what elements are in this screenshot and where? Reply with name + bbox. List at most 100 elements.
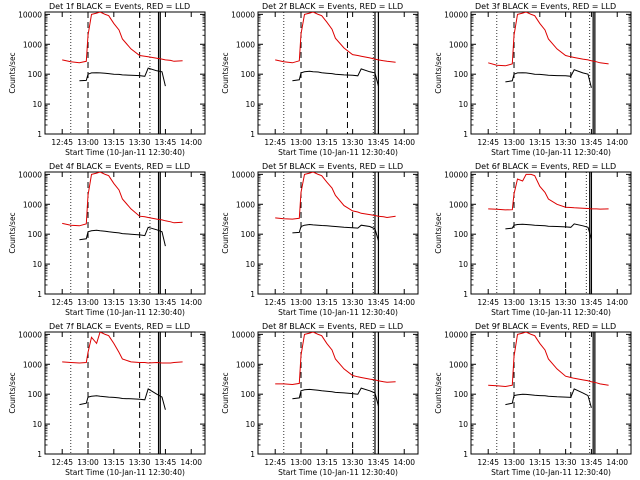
plot-frame <box>44 331 206 455</box>
x-tick-label: 13:15 <box>529 458 551 467</box>
y-tick-label: 100 <box>454 70 469 79</box>
y-tick-label: 10 <box>32 260 42 269</box>
series-lld-line <box>62 172 183 227</box>
series-events-line <box>505 388 592 408</box>
x-tick-label: 13:00 <box>290 138 312 147</box>
x-tick-label: 12:45 <box>477 458 499 467</box>
y-tick-label: 1 <box>463 450 468 459</box>
y-tick-label: 100 <box>454 390 469 399</box>
plot-frame <box>44 171 206 295</box>
x-tick-label: 13:00 <box>77 138 99 147</box>
x-tick-label: 13:30 <box>129 138 151 147</box>
x-tick-label: 13:45 <box>155 138 177 147</box>
panel-det-7: Det 7f BLACK = Events, RED = LLD 1 10 100 10… <box>8 322 206 477</box>
x-tick-label: 12:45 <box>51 138 73 147</box>
y-tick-label: 10 <box>458 100 468 109</box>
series-lld-line <box>488 12 609 67</box>
y-tick-label: 1000 <box>449 360 468 369</box>
y-tick-label: 100 <box>454 230 469 239</box>
panel-title: Det 3f BLACK = Events, RED = LLD <box>475 2 616 11</box>
x-tick-label: 12:45 <box>264 458 286 467</box>
x-tick-label: 13:15 <box>103 138 125 147</box>
y-tick-label: 10000 <box>231 170 255 179</box>
x-axis-label: Start Time (10-Jan-11 12:30:40) <box>65 148 185 157</box>
y-axis-label: Counts/sec <box>221 212 230 253</box>
x-tick-label: 13:15 <box>529 138 551 147</box>
y-tick-label: 10 <box>32 420 42 429</box>
x-tick-label: 13:00 <box>290 298 312 307</box>
x-tick-label: 14:00 <box>393 138 415 147</box>
x-tick-label: 14:00 <box>393 458 415 467</box>
y-tick-label: 1 <box>250 130 255 139</box>
series-events-line <box>505 69 592 88</box>
x-tick-label: 14:00 <box>606 298 628 307</box>
x-tick-label: 13:15 <box>316 138 338 147</box>
panel-title: Det 7f BLACK = Events, RED = LLD <box>49 322 190 331</box>
y-tick-label: 1000 <box>23 200 42 209</box>
x-tick-label: 13:45 <box>155 298 177 307</box>
y-tick-label: 1 <box>463 130 468 139</box>
y-tick-label: 10 <box>458 420 468 429</box>
x-axis-label: Start Time (10-Jan-11 12:30:40) <box>278 308 398 317</box>
x-tick-label: 13:30 <box>129 458 151 467</box>
series-events-line <box>505 223 592 239</box>
y-tick-label: 1000 <box>23 360 42 369</box>
plot-frame <box>470 171 632 295</box>
y-tick-label: 10 <box>32 100 42 109</box>
x-tick-label: 14:00 <box>393 298 415 307</box>
y-tick-label: 1000 <box>23 40 42 49</box>
series-lld-line <box>62 332 183 364</box>
panel-title: Det 5f BLACK = Events, RED = LLD <box>262 162 403 171</box>
panel-title: Det 8f BLACK = Events, RED = LLD <box>262 322 403 331</box>
panel-det-5: Det 5f BLACK = Events, RED = LLD 1 10 100 10… <box>221 162 419 317</box>
x-tick-label: 13:45 <box>581 458 603 467</box>
x-tick-label: 13:00 <box>290 458 312 467</box>
series-lld-line <box>275 172 396 220</box>
x-tick-label: 13:30 <box>555 458 577 467</box>
x-tick-label: 13:30 <box>342 458 364 467</box>
x-tick-label: 13:00 <box>77 458 99 467</box>
series-events-line <box>79 388 166 410</box>
series-events-line <box>292 68 379 87</box>
y-tick-label: 1 <box>37 450 42 459</box>
y-tick-label: 1000 <box>449 40 468 49</box>
panel-det-9: Det 9f BLACK = Events, RED = LLD 1 10 100 10… <box>434 322 632 477</box>
x-tick-label: 12:45 <box>477 138 499 147</box>
plot-frame <box>257 171 419 295</box>
panel-det-3: Det 3f BLACK = Events, RED = LLD 1 10 100 10… <box>434 2 632 157</box>
y-tick-label: 1 <box>250 290 255 299</box>
plot-frame <box>257 331 419 455</box>
series-lld-line <box>275 332 396 386</box>
y-tick-label: 10000 <box>444 170 468 179</box>
series-lld-line <box>488 173 609 211</box>
y-tick-label: 10000 <box>231 330 255 339</box>
x-tick-label: 12:45 <box>51 298 73 307</box>
y-tick-label: 10 <box>458 260 468 269</box>
x-tick-label: 13:45 <box>368 138 390 147</box>
panel-det-6: Det 6f BLACK = Events, RED = LLD 1 10 100 10… <box>434 162 632 317</box>
series-lld-line <box>62 12 183 64</box>
y-tick-label: 10000 <box>444 330 468 339</box>
x-tick-label: 13:45 <box>368 298 390 307</box>
y-tick-label: 10 <box>245 260 255 269</box>
x-tick-label: 14:00 <box>180 138 202 147</box>
panel-det-1: Det 1f BLACK = Events, RED = LLD 1 10 100 10… <box>8 2 206 157</box>
plot-frame <box>470 331 632 455</box>
x-tick-label: 13:45 <box>155 458 177 467</box>
y-tick-label: 100 <box>28 70 43 79</box>
x-tick-label: 13:30 <box>555 138 577 147</box>
x-tick-label: 13:45 <box>581 138 603 147</box>
y-axis-label: Counts/sec <box>8 212 17 253</box>
series-events-line <box>79 67 166 87</box>
y-axis-label: Counts/sec <box>221 372 230 413</box>
x-axis-label: Start Time (10-Jan-11 12:30:40) <box>65 468 185 477</box>
x-tick-label: 13:30 <box>555 298 577 307</box>
x-tick-label: 13:15 <box>316 458 338 467</box>
x-axis-label: Start Time (10-Jan-11 12:30:40) <box>278 468 398 477</box>
y-tick-label: 100 <box>241 390 256 399</box>
plot-frame <box>257 11 419 135</box>
x-tick-label: 13:45 <box>581 298 603 307</box>
panel-det-8: Det 8f BLACK = Events, RED = LLD 1 10 100 10… <box>221 322 419 477</box>
panel-title: Det 9f BLACK = Events, RED = LLD <box>475 322 616 331</box>
